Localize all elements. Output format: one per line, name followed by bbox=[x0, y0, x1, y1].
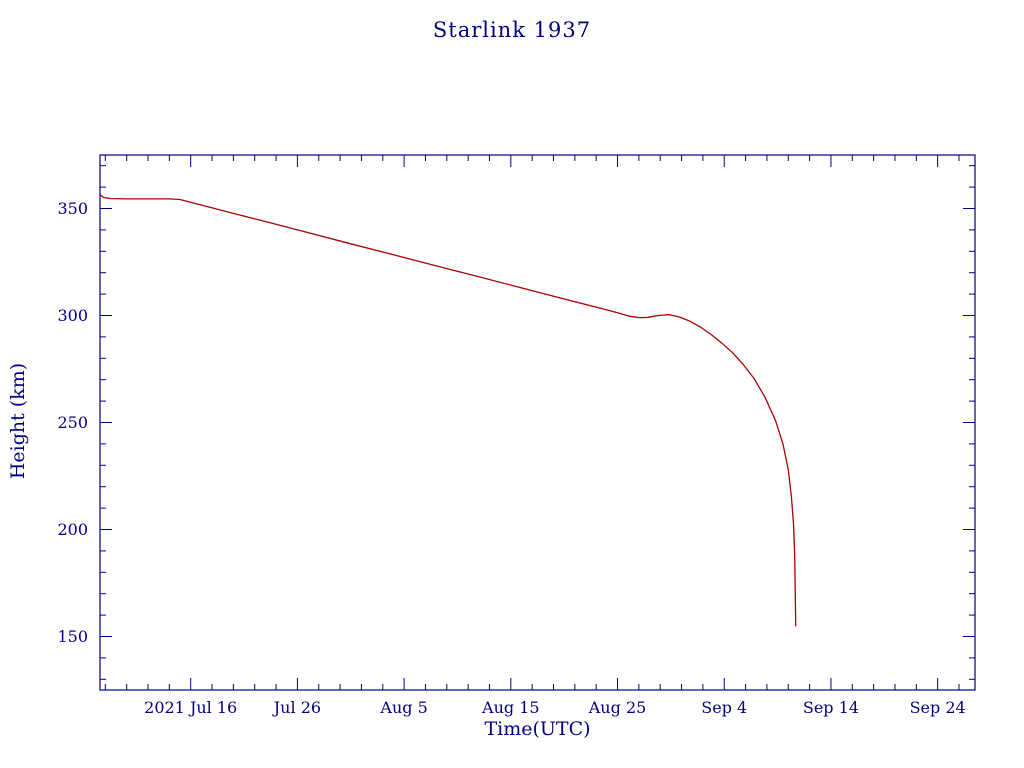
y-tick-label: 150 bbox=[57, 627, 88, 646]
height-decay-line bbox=[99, 193, 797, 627]
x-tick-label: Aug 15 bbox=[481, 698, 540, 717]
y-tick-label: 250 bbox=[57, 413, 88, 432]
chart-title: Starlink 1937 bbox=[432, 18, 592, 42]
y-tick-label: 200 bbox=[57, 520, 88, 539]
x-tick-label: Sep 4 bbox=[701, 698, 747, 717]
y-tick-label: 300 bbox=[57, 306, 88, 325]
x-tick-label: Sep 24 bbox=[910, 698, 966, 717]
x-tick-label: Aug 25 bbox=[588, 698, 647, 717]
x-axis-label: Time(UTC) bbox=[484, 718, 591, 740]
y-tick-label: 350 bbox=[57, 199, 88, 218]
x-tick-label: Aug 5 bbox=[379, 698, 427, 717]
x-tick-label: Sep 14 bbox=[803, 698, 859, 717]
plot-border bbox=[99, 154, 976, 691]
x-tick-label: 2021 Jul 16 bbox=[144, 698, 237, 717]
x-tick-label: Jul 26 bbox=[272, 698, 321, 717]
